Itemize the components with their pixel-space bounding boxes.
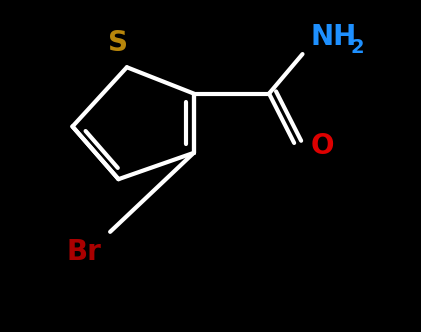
Text: Br: Br: [67, 238, 102, 266]
Text: O: O: [311, 132, 334, 160]
Text: NH: NH: [311, 23, 357, 51]
Text: 2: 2: [351, 39, 364, 57]
Text: S: S: [109, 29, 128, 57]
